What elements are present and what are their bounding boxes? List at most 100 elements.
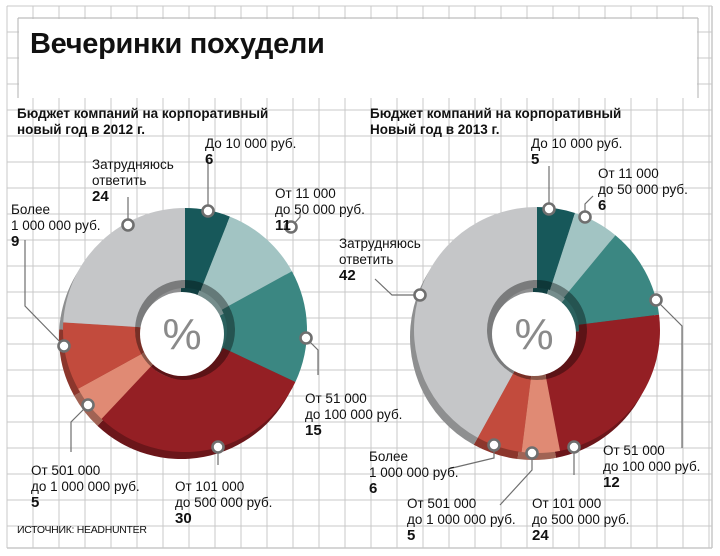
label-value: 6 (369, 480, 378, 497)
donut-chart-1: % (374, 166, 683, 506)
label-value: 24 (92, 188, 109, 205)
slice-101k_500k (546, 314, 660, 451)
marker-11k_50k (284, 220, 298, 234)
label-text: до 50 000 руб. (598, 182, 688, 197)
label-text: до 500 000 руб. (175, 495, 273, 510)
label-value: 15 (305, 422, 322, 439)
label-text: Более (369, 449, 408, 464)
label-text: От 11 000 (275, 186, 336, 201)
label-value: 30 (175, 510, 192, 527)
percent-symbol: % (162, 310, 201, 359)
chart-2012-title-line-1: Бюджет компаний на корпоративный (17, 106, 269, 121)
label-text: ответить (339, 252, 394, 267)
marker-up_to_10k (542, 202, 556, 216)
marker-over_1m (57, 339, 71, 353)
slice-501k_1m (78, 354, 151, 419)
slice-over_1m (477, 373, 531, 453)
slice-inner-wall-up_to_10k (185, 280, 204, 291)
label-2012-11k-50k: От 11 000 до 50 000 руб. 11 (275, 186, 365, 234)
label-value: 5 (407, 527, 416, 544)
slice-up_to_10k (185, 208, 230, 284)
label-2013-51k-100k: От 51 000 до 100 000 руб. 12 (603, 443, 700, 491)
marker-101k_500k (211, 440, 225, 454)
marker-51k_100k (649, 293, 663, 307)
label-value: 5 (31, 494, 40, 511)
label-text: От 51 000 (305, 391, 367, 406)
donut-chart-0: % (24, 160, 319, 465)
label-text: 1 000 000 руб. (11, 218, 101, 233)
marker-501k_1m (525, 446, 539, 460)
slice-up_to_10k (537, 207, 576, 283)
label-value: 6 (205, 151, 214, 168)
label-text: Более (11, 202, 50, 217)
slice-inner-wall-hard_to_say (135, 280, 185, 328)
label-text: ответить (92, 173, 147, 188)
label-text: Затрудняюсь (339, 236, 421, 251)
label-2012-51k-100k: От 51 000 до 100 000 руб. 15 (305, 391, 402, 439)
label-text: до 100 000 руб. (305, 407, 403, 422)
label-value: 42 (339, 267, 356, 284)
slice-inner-wall-11k_50k (549, 282, 569, 298)
label-2013-101k-500k: От 101 000 до 500 000 руб. 24 (532, 496, 629, 544)
label-value: 9 (11, 233, 20, 250)
label-text: От 11 000 (598, 166, 659, 181)
label-2012-over-1m: Более 1 000 000 руб. 9 (11, 202, 101, 250)
marker-hard_to_say (413, 288, 427, 302)
label-value: 5 (531, 151, 540, 168)
marker-501k_1m (81, 398, 95, 412)
marker-hard_to_say (121, 218, 135, 232)
slice-hard_to_say (414, 207, 537, 438)
slice-inner-wall-51k_100k (221, 305, 235, 352)
marker-11k_50k (578, 210, 592, 224)
slice-501k_1m (521, 379, 561, 453)
slice-51k_100k (568, 235, 660, 324)
chart-2012-title: Бюджет компаний на корпоративный новый г… (17, 106, 268, 138)
leader-line-over_1m (24, 240, 65, 347)
leader-line-hard_to_say (374, 278, 420, 296)
label-2012-101k-500k: От 101 000 до 500 000 руб. 30 (175, 479, 272, 527)
donut-hole (140, 292, 224, 376)
label-text: до 500 000 руб. (532, 512, 630, 527)
label-text: до 50 000 руб. (275, 202, 365, 217)
chart-2013-title: Бюджет компаний на корпоративный Новый г… (370, 106, 621, 138)
slice-hard_to_say (63, 208, 185, 327)
label-text: От 501 000 (407, 496, 477, 511)
label-text: Затрудняюсь (92, 157, 174, 172)
label-value: 11 (275, 217, 291, 234)
slice-51k_100k (228, 271, 307, 382)
label-value: 6 (598, 197, 607, 214)
slice-inner-wall-11k_50k (200, 283, 229, 310)
slice-inner-wall-up_to_10k (537, 280, 553, 291)
label-2013-hard-to-say: Затрудняюсь ответить 42 (339, 236, 421, 284)
label-2012-hard-to-say: Затрудняюсь ответить 24 (92, 157, 174, 205)
marker-up_to_10k (201, 204, 215, 218)
chart-2013-title-line-2: Новый год в 2013 г. (370, 122, 500, 137)
label-value: 12 (603, 474, 620, 491)
marker-51k_100k (299, 331, 313, 345)
percent-symbol: % (514, 310, 553, 359)
label-text: От 501 000 (31, 463, 101, 478)
page-title: Вечеринки похудели (30, 28, 325, 60)
slice-inner-wall-101k_500k (544, 323, 587, 380)
marker-101k_500k (567, 440, 581, 454)
label-2013-over-1m: Более 1 000 000 руб. 6 (369, 449, 459, 497)
label-text: От 101 000 (532, 496, 602, 511)
label-2013-11k-50k: От 11 000 до 50 000 руб. 6 (598, 166, 688, 214)
leader-line-51k_100k (655, 299, 683, 448)
slice-11k_50k (203, 216, 292, 306)
source-note: ИСТОЧНИК: HEADHUNTER (17, 524, 147, 536)
slice-inner-wall-51k_100k (563, 291, 587, 325)
label-2013-501k-1m: От 501 000 до 1 000 000 руб. 5 (407, 496, 516, 544)
slice-101k_500k (101, 351, 296, 452)
label-text: 1 000 000 руб. (369, 465, 459, 480)
chart-2012-title-line-2: новый год в 2012 г. (17, 122, 145, 137)
slice-11k_50k (552, 213, 616, 292)
label-text: До 10 000 руб. (205, 136, 297, 151)
label-2012-up-to-10k: До 10 000 руб. 6 (205, 136, 296, 168)
slice-over_1m (63, 322, 142, 389)
marker-over_1m (487, 438, 501, 452)
label-text: до 100 000 руб. (603, 459, 701, 474)
label-text: От 101 000 (175, 479, 245, 494)
chart-2013-title-line-1: Бюджет компаний на корпоративный (370, 106, 622, 121)
